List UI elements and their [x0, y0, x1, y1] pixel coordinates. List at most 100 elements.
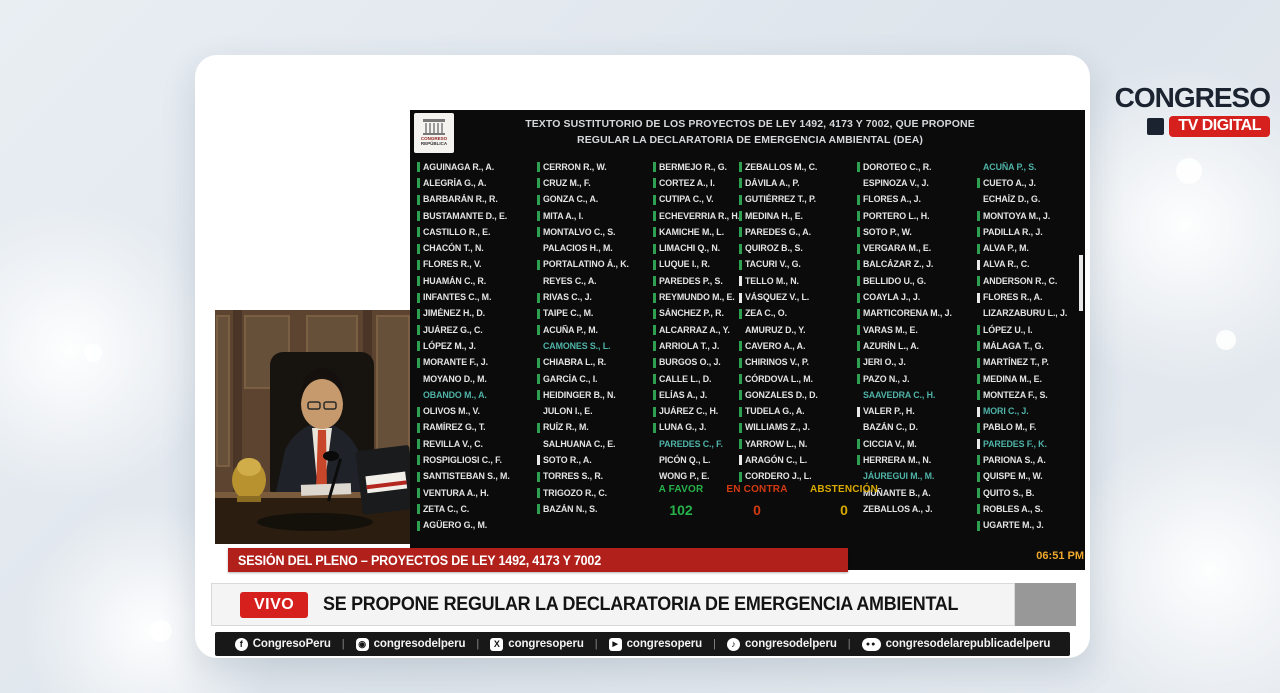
- legislator-name: REVILLA V., C.: [423, 438, 483, 450]
- logo-square: [1147, 118, 1165, 135]
- background-decoration: [1060, 420, 1280, 693]
- social-item: ●● congresodelarepublicadelperu: [861, 637, 1050, 651]
- legislator-name: JULON I., E.: [543, 406, 593, 418]
- separator: |: [341, 638, 345, 650]
- vote-indicator-bar: [417, 178, 420, 189]
- vote-indicator-bar: [653, 422, 656, 433]
- speaker-hair: [300, 368, 344, 402]
- vote-row: BAZÁN C., D.: [857, 420, 959, 436]
- vote-indicator-bar: [857, 374, 860, 384]
- vote-row: ROSPIGLIOSI C., F.: [417, 452, 516, 468]
- vote-row: SANTISTEBAN S., M.: [417, 469, 516, 485]
- vote-indicator-bar: [653, 211, 656, 222]
- legislator-name: CALLE L., D.: [659, 373, 712, 385]
- vote-indicator-bar: [537, 194, 540, 205]
- legislator-name: ANDERSON R., C.: [983, 275, 1058, 287]
- vote-indicator-bar: [739, 341, 742, 352]
- legislator-name: JERI O., J.: [863, 357, 906, 369]
- background-dot: [1216, 330, 1236, 350]
- separator: |: [847, 638, 851, 650]
- vote-indicator-bar: [977, 325, 980, 336]
- vote-row: MEDINA H., E.: [739, 208, 823, 224]
- legislator-name: ZEBALLOS M., C.: [745, 161, 818, 173]
- vote-row: CASTILLO R., E.: [417, 224, 516, 240]
- legislator-name: ACUÑA P., S.: [983, 161, 1037, 173]
- vote-row: KAMICHE M., L.: [653, 224, 746, 240]
- vote-row: YARROW L., N.: [739, 436, 823, 452]
- vote-indicator-bar: [537, 407, 540, 417]
- vote-indicator-bar: [857, 178, 860, 188]
- legislator-name: QUITO S., B.: [983, 487, 1035, 499]
- vote-row: JIMÉNEZ H., D.: [417, 306, 516, 322]
- legislator-name: CAMONES S., L.: [543, 340, 611, 352]
- vote-indicator-bar: [537, 374, 540, 384]
- legislator-name: CÓRDOVA L., M.: [745, 373, 813, 385]
- vote-row: BURGOS O., J.: [653, 355, 746, 371]
- vote-row: LUNA G., J.: [653, 420, 746, 436]
- background-dot: [150, 620, 172, 642]
- vote-indicator-bar: [739, 422, 742, 433]
- social-item: f CongresoPeru: [234, 637, 331, 651]
- vote-row: CAMONES S., L.: [537, 338, 635, 354]
- vote-indicator-bar: [977, 178, 980, 189]
- legislator-name: AGUINAGA R., A.: [423, 161, 495, 173]
- vote-row: VARAS M., E.: [857, 322, 959, 338]
- legislator-name: COAYLA J., J.: [863, 292, 921, 304]
- vote-indicator-bar: [417, 194, 420, 205]
- vote-row: DÁVILA A., P.: [739, 175, 823, 191]
- legislator-name: PAREDES F., K.: [983, 438, 1047, 450]
- vote-row: MONTALVO C., S.: [537, 224, 635, 240]
- vote-indicator-bar: [653, 162, 656, 173]
- vote-indicator-bar: [857, 259, 860, 270]
- favor-label: A FAVOR: [658, 484, 704, 495]
- vote-row: CHIABRA L., R.: [537, 355, 635, 371]
- legislator-name: KAMICHE M., L.: [659, 226, 724, 238]
- vote-row: GONZA C., A.: [537, 192, 635, 208]
- vote-row: CUTIPA C., V.: [653, 192, 746, 208]
- legislator-name: MOYANO D., M.: [423, 373, 487, 385]
- legislator-name: CORTEZ A., I.: [659, 177, 715, 189]
- vote-row: WONG P., E.: [653, 469, 746, 485]
- vote-row: SALHUANA C., E.: [537, 436, 635, 452]
- legislator-name: MARTICORENA M., J.: [863, 308, 952, 320]
- vote-indicator-bar: [857, 341, 860, 352]
- vote-row: PAREDES G., A.: [739, 224, 823, 240]
- vote-row: QUITO S., B.: [977, 485, 1074, 501]
- vote-row: ALVA P., M.: [977, 240, 1074, 256]
- vote-indicator-bar: [537, 244, 540, 254]
- legislator-name: VERGARA M., E.: [863, 243, 932, 255]
- separator: |: [476, 638, 480, 650]
- vote-indicator-bar: [857, 439, 860, 450]
- legislator-name: MEDINA H., E.: [745, 210, 803, 222]
- vote-row: SOTO R., A.: [537, 452, 635, 468]
- vote-indicator-bar: [739, 406, 742, 417]
- vote-row: ACUÑA P., M.: [537, 322, 635, 338]
- vote-indicator-bar: [537, 341, 540, 351]
- legislator-name: PALACIOS H., M.: [543, 243, 613, 255]
- legislator-name: BUSTAMANTE D., E.: [423, 210, 508, 222]
- vote-row: CALLE L., D.: [653, 371, 746, 387]
- vote-indicator-bar: [977, 211, 980, 222]
- legislator-name: BERMEJO R., G.: [659, 161, 727, 173]
- vote-row: PICÓN Q., L.: [653, 452, 746, 468]
- vote-row: QUIROZ B., S.: [739, 240, 823, 256]
- vote-column-4: ZEBALLOS M., C. DÁVILA A., P. GUTIÉRREZ T.…: [739, 159, 823, 485]
- legislator-name: LÓPEZ U., I.: [983, 324, 1033, 336]
- board-title-line2: REGULAR LA DECLARATORIA DE EMERGENCIA AM…: [577, 134, 923, 147]
- session-ticker: SESIÓN DEL PLENO – PROYECTOS DE LEY 1492…: [228, 548, 848, 572]
- vote-row: CRUZ M., F.: [537, 175, 635, 191]
- legislator-name: INFANTES C., M.: [423, 292, 492, 304]
- vote-indicator-bar: [857, 455, 860, 466]
- vote-row: VENTURA A., H.: [417, 485, 516, 501]
- legislator-name: HUAMÁN C., R.: [423, 275, 487, 287]
- vote-indicator-bar: [977, 422, 980, 433]
- vote-indicator-bar: [653, 374, 656, 384]
- vote-indicator-bar: [653, 357, 656, 368]
- tiktok-icon: ♪: [726, 637, 740, 651]
- vote-row: MARTICORENA M., J.: [857, 306, 959, 322]
- session-title: SESIÓN DEL PLENO – PROYECTOS DE LEY 1492…: [238, 552, 602, 568]
- vote-indicator-bar: [857, 423, 860, 433]
- legislator-name: BURGOS O., J.: [659, 357, 721, 369]
- legislator-name: ELÍAS A., J.: [659, 389, 708, 401]
- social-item: ▶ congresoperu: [608, 637, 702, 651]
